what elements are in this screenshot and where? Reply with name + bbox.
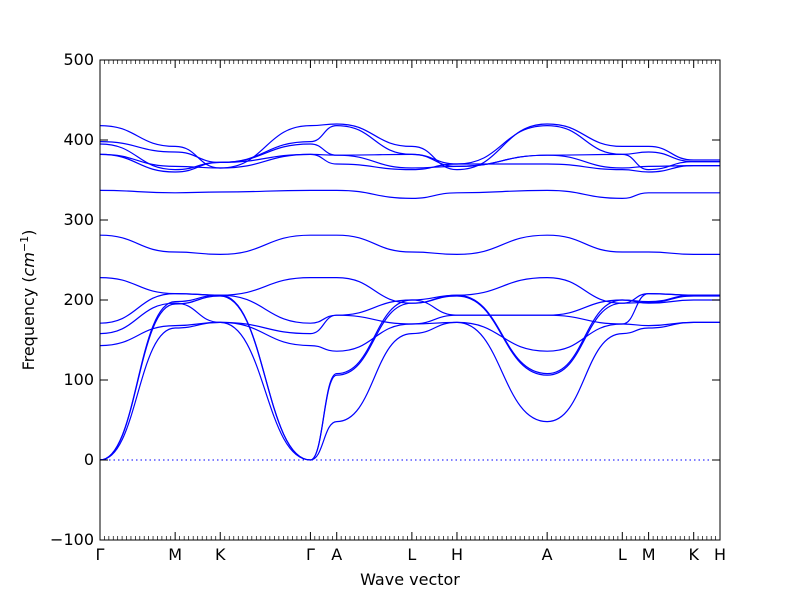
x-tick-label: K: [688, 545, 699, 564]
x-tick-label: M: [168, 545, 182, 564]
band-line-8: [99, 234, 720, 256]
band-series-group: [99, 123, 720, 461]
y-tick-label: 200: [63, 290, 94, 309]
x-tick-label: L: [407, 545, 416, 564]
band-line-14: [99, 123, 720, 171]
x-axis-label: Wave vector: [360, 570, 460, 589]
x-tick-label: A: [542, 545, 553, 564]
x-tick-label: K: [215, 545, 226, 564]
x-tick-label: H: [714, 545, 726, 564]
band-line-3: [99, 294, 720, 461]
band-line-9: [99, 189, 720, 200]
x-tick-label: L: [618, 545, 627, 564]
band-line-2: [99, 295, 720, 461]
x-tick-label: M: [642, 545, 656, 564]
x-tick-label: Γ: [96, 545, 105, 564]
band-line-13: [99, 124, 720, 165]
band-line-5: [99, 299, 720, 335]
band-line-1: [99, 321, 720, 461]
minor-ticks: [104, 60, 716, 540]
band-line-11: [99, 153, 720, 169]
y-tick-label: 0: [84, 450, 94, 469]
y-tick-label: 100: [63, 370, 94, 389]
x-tick-label: Γ: [306, 545, 315, 564]
band-line-7: [99, 276, 720, 304]
y-tick-label: 300: [63, 210, 94, 229]
band-line-10: [99, 153, 720, 173]
y-axis-label: Frequency (cm−1): [18, 230, 38, 371]
y-axis: −100 0 100 200 300 400 500: [50, 50, 720, 549]
x-tick-label: A: [331, 545, 342, 564]
y-tick-label: −100: [50, 530, 94, 549]
y-tick-label: 400: [63, 130, 94, 149]
y-tick-label: 500: [63, 50, 94, 69]
band-line-12: [99, 143, 720, 171]
x-tick-label: H: [451, 545, 463, 564]
